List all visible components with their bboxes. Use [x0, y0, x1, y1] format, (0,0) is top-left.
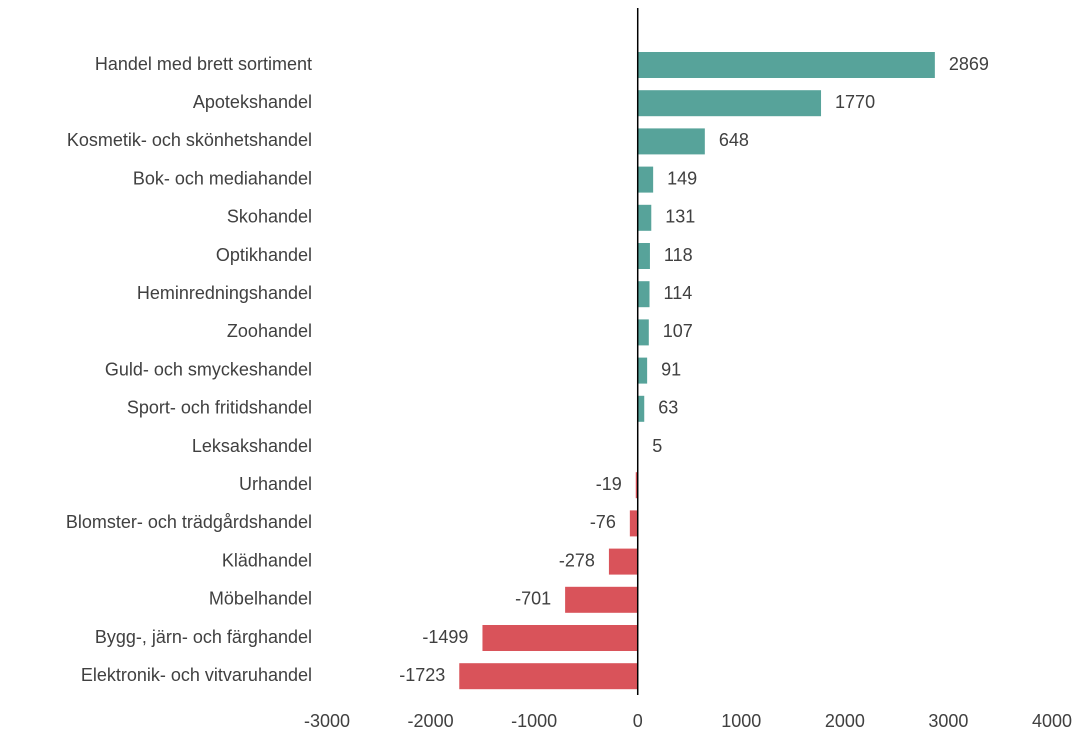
y-tick-label: Heminredningshandel: [137, 283, 312, 303]
x-tick-label: -1000: [511, 711, 557, 731]
y-tick-label: Elektronik- och vitvaruhandel: [81, 665, 312, 685]
data-label: 149: [667, 168, 697, 188]
y-tick-label: Leksakshandel: [192, 436, 312, 456]
data-label: 2869: [949, 54, 989, 74]
data-label: 131: [665, 207, 695, 227]
x-tick-label: 1000: [721, 711, 761, 731]
bar: [637, 128, 705, 155]
x-tick-label: 4000: [1032, 711, 1072, 731]
y-tick-label: Bygg-, järn- och färghandel: [95, 627, 312, 647]
bar: [565, 586, 638, 613]
bar: [637, 357, 648, 384]
y-tick-label: Kosmetik- och skönhetshandel: [67, 130, 312, 150]
bar: [637, 243, 650, 269]
x-tick-label: -3000: [304, 711, 350, 731]
data-label: -19: [596, 474, 622, 494]
x-tick-label: 2000: [825, 711, 865, 731]
y-tick-label: Guld- och smyckeshandel: [105, 359, 312, 379]
y-tick-label: Möbelhandel: [209, 589, 312, 609]
x-tick-label: 3000: [928, 711, 968, 731]
bar: [637, 166, 654, 193]
data-label: 114: [664, 283, 693, 303]
y-tick-label: Klädhandel: [222, 550, 312, 570]
bar: [637, 281, 650, 308]
data-label: -1723: [399, 665, 445, 685]
y-tick-label: Zoohandel: [227, 321, 312, 341]
bar: [459, 663, 638, 690]
y-tick-label: Optikhandel: [216, 245, 312, 265]
y-tick-label: Skohandel: [227, 207, 312, 227]
data-label: 1770: [835, 92, 875, 112]
x-tick-label: 0: [633, 711, 643, 731]
data-label: 107: [663, 321, 693, 341]
data-label: -278: [559, 550, 595, 570]
data-label: 91: [661, 359, 681, 379]
y-tick-label: Sport- och fritidshandel: [127, 398, 312, 418]
bar: [637, 52, 935, 78]
bar: [637, 90, 822, 117]
x-tick-label: -2000: [408, 711, 454, 731]
bar: [637, 395, 645, 422]
y-tick-label: Apotekshandel: [193, 92, 312, 112]
bar: [482, 625, 638, 651]
data-label: -76: [590, 512, 616, 532]
data-label: -701: [515, 589, 551, 609]
data-label: 5: [652, 436, 662, 456]
y-tick-label: Handel med brett sortiment: [95, 54, 312, 74]
bar: [637, 204, 652, 231]
data-label: 63: [658, 398, 678, 418]
y-tick-label: Urhandel: [239, 474, 312, 494]
bar: [637, 319, 649, 346]
data-label: 118: [664, 245, 693, 265]
y-tick-label: Blomster- och trädgårdshandel: [66, 512, 312, 532]
bar: [629, 510, 638, 537]
data-label: 648: [719, 130, 749, 150]
y-tick-label: Bok- och mediahandel: [133, 168, 312, 188]
data-label: -1499: [422, 627, 468, 647]
bar: [608, 548, 638, 575]
bar: [635, 472, 638, 499]
